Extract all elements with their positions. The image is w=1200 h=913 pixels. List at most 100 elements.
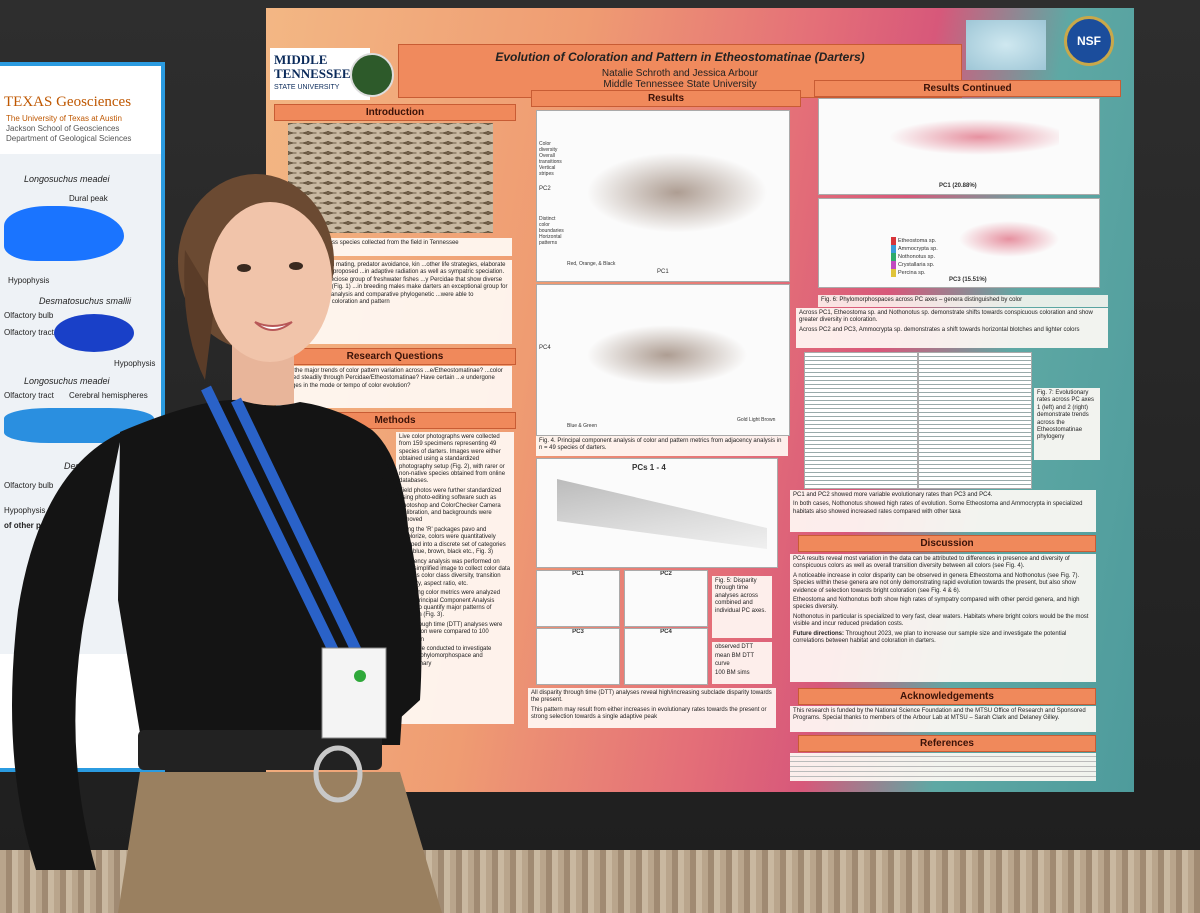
pca-plot: PC4 Blue & Green Gold Light Brown [536,284,790,436]
caption: ...ter coloration across species collect… [276,238,512,256]
label: Olfactory bulb [4,481,54,490]
axis-label: PC1 (20.88%) [939,183,977,189]
legend-entry: 100 BM sims [715,670,750,677]
rq-text: ...are the major trends of color pattern… [276,366,512,408]
logo-text: STATE UNIVERSITY [274,84,340,91]
results-text: Across PC1, Etheostoma sp. and Nothonotu… [796,308,1108,348]
fish-image [966,20,1046,70]
results-text: PC1 and PC2 showed more variable evoluti… [790,490,1096,532]
bullet: Using the 'R' packages pavo and recolori… [399,526,506,556]
caption: Fig. 6: Phylomorphospaces across PC axes… [818,295,1108,307]
arm [372,432,422,720]
label: Olfactory tract [4,328,54,337]
smile [254,321,293,331]
legend-entry: Crystallaria sp. [891,261,951,269]
caption: Fig. 5: Disparity through time analyses … [712,576,772,638]
bullet: Etheostoma and Nothonotus both show high… [793,597,1080,611]
nsf-logo: NSF [1064,16,1114,66]
references-text [790,753,1096,781]
authors: Natalie Schroth and Jessica Arbour [601,68,759,79]
bullet: Field photos were further standardized u… [399,487,502,524]
eye [289,262,303,270]
badge [321,647,387,739]
points [949,219,1069,259]
future: Future directions: Throughout 2023, we p… [793,631,1093,646]
panel-title: PC3 [572,629,584,635]
affiliation: Middle Tennessee State University [603,79,757,90]
future-text: Throughout 2023, we plan to increase our… [793,630,1067,645]
label: Longosuchus meadei [24,376,110,386]
agency-seal [350,53,394,97]
axis-note: Red, Orange, & Black [567,261,616,267]
label: Olfactory tract [4,391,54,400]
brain-scan [54,314,134,352]
legend-entry: Etheostoma sp. [891,237,951,245]
legend-entry: Percina sp. [891,269,951,277]
future-label: Future directions: [793,630,845,637]
section-heading: Introduction [274,104,516,121]
pca-plot: Color diversity Overall transitions Vert… [536,110,790,282]
lanyard [201,385,361,663]
dtt-panel: PC1 [536,570,620,627]
section-heading: References [798,735,1096,752]
caption: Fig. 4. Principal component analysis of … [536,436,788,456]
label: Dural peak [69,194,108,203]
axis-note: Distinct color boundaries Horizontal pat… [539,216,564,246]
bullet: PCA results reveal most variation in the… [793,556,1070,570]
acknowledgements-text: This research is funded by the National … [790,706,1096,732]
bullet: Adjacency analysis was performed on each… [399,558,511,587]
panel-title: PC2 [660,571,672,577]
section-heading: Discussion [798,535,1096,552]
bullet: This pattern may result from either incr… [531,706,767,721]
brand: TEXAS Geosciences [4,94,132,110]
logo-text: MIDDLE [274,52,328,67]
phylomorphospace: PC1 (20.88%) [818,98,1100,195]
bullet: Live color photographs were collected fr… [399,434,506,485]
university: The University of Texas at Austin [6,114,122,123]
bullet: Across PC1, Etheostoma sp. and Nothonotu… [799,310,1093,324]
section-heading: Acknowledgements [798,688,1096,705]
dtt-panel: PC3 [536,628,620,685]
phylogeny [804,352,918,489]
discussion-text: PCA results reveal most variation in the… [790,554,1096,682]
section-heading: Results [531,90,801,107]
bullet: Resulting color metrics were analyzed us… [399,590,501,619]
fish-grid [288,123,493,233]
label: Desmatosuchus smallii [39,296,132,306]
bullet: PC1 and PC2 showed more variable evoluti… [793,492,993,498]
department: Department of Geological Sciences [6,134,132,143]
dtt-panel: PC2 [624,570,708,627]
results-text: All disparity through time (DTT) analyse… [528,688,776,728]
phylogeny [918,352,1032,489]
legend-entry: Nothonotus sp. [891,253,951,261]
brain-scan [4,206,124,261]
hair [184,250,215,380]
legend-entry: mean BM DTT curve [715,653,754,667]
label: Longosuchus meadei [24,174,110,184]
bullet: Across PC2 and PC3, Ammocrypta sp. demon… [799,326,1080,333]
axis-note: Color diversity Overall transitions Vert… [539,141,562,177]
label: Hypophysis [8,276,50,285]
points [859,117,1059,157]
label: of other published [4,521,74,530]
pants [118,772,442,913]
section-heading: Results Continued [814,80,1121,97]
legend-entry: Ammocrypta sp. [891,245,951,253]
label: Cerebral hemispheres [69,391,148,400]
axis-label: PC2 [539,186,551,192]
axis-note: Gold Light Brown [737,417,776,423]
arm [12,432,122,870]
bullet: A noticeable increase in color disparity… [793,572,1080,594]
axis-label: PC3 (15.51%) [949,277,987,283]
fish-points [577,121,777,251]
eye [237,264,251,272]
badge-sticker [354,670,366,682]
caption: Fig. 7: Evolutionary rates across PC axe… [1034,388,1100,460]
title: Evolution of Coloration and Pattern in E… [495,50,865,64]
label: Hypophysis [114,359,156,368]
bullet: All disparity through time (DTT) analyse… [531,690,772,704]
label: Olfactory bulb [4,311,54,320]
logo-text: TENNESSEE [274,66,351,81]
